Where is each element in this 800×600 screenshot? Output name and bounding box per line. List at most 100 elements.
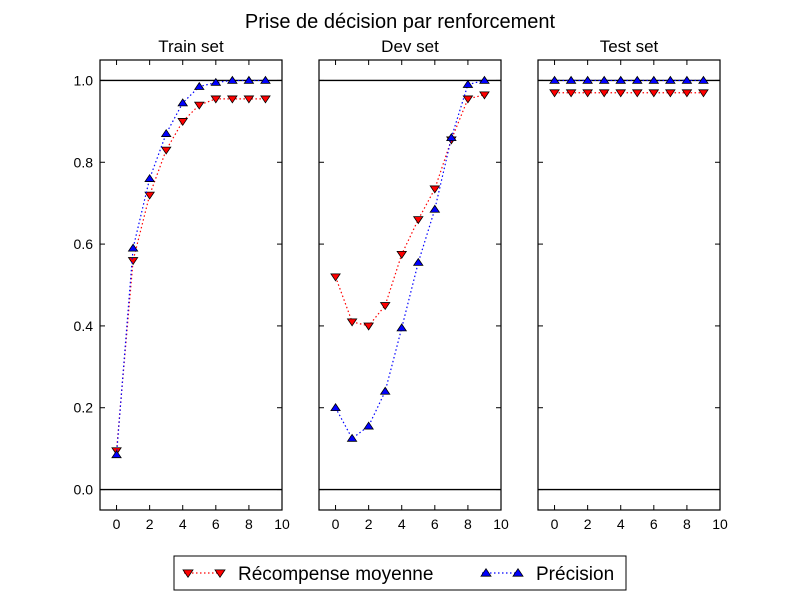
x-tick-label: 8 xyxy=(245,516,253,532)
data-point xyxy=(598,89,610,98)
panel: Train set 0 2 4 6 8 10 0.0 0.2 0.4 0.6 0.8 1.0 xyxy=(74,37,290,532)
y-tick-label: 0.2 xyxy=(74,400,94,416)
series-line xyxy=(334,94,485,327)
x-tick-label: 2 xyxy=(584,516,592,532)
data-point xyxy=(698,89,709,98)
data-point xyxy=(479,91,490,100)
x-tick-label: 8 xyxy=(464,516,472,532)
data-point xyxy=(549,75,560,84)
data-point xyxy=(144,191,155,200)
legend-label: Récompense moyenne xyxy=(238,564,433,585)
data-point xyxy=(549,89,560,98)
data-point xyxy=(160,146,172,155)
legend-marker xyxy=(182,569,194,579)
data-point xyxy=(330,403,341,412)
data-point xyxy=(127,243,139,252)
data-point xyxy=(243,75,255,84)
panel: Dev set 0 2 4 6 8 10 xyxy=(318,37,509,532)
y-tick-label: 0.4 xyxy=(74,318,94,334)
data-point xyxy=(412,257,424,266)
panel-title: Test set xyxy=(600,37,659,56)
data-point xyxy=(260,95,271,104)
data-point xyxy=(648,89,660,98)
data-point xyxy=(429,185,441,194)
data-point xyxy=(479,75,490,84)
series-line xyxy=(115,79,266,455)
y-tick-label: 0.8 xyxy=(74,154,94,170)
legend-box xyxy=(173,555,627,591)
x-tick-label: 2 xyxy=(365,516,373,532)
x-tick-label: 4 xyxy=(398,516,406,532)
data-point xyxy=(565,75,577,84)
x-tick-label: 0 xyxy=(113,516,121,532)
series-line xyxy=(335,79,485,440)
data-point xyxy=(681,75,693,84)
figure-title: Prise de décision par renforcement xyxy=(245,11,556,33)
data-point xyxy=(615,89,627,98)
data-point xyxy=(429,204,441,213)
axes-frame xyxy=(318,59,502,511)
data-point xyxy=(582,75,593,84)
axes-frame xyxy=(537,59,721,511)
data-point xyxy=(412,216,424,225)
data-point xyxy=(227,75,238,84)
data-point xyxy=(462,95,474,104)
data-point xyxy=(396,251,408,260)
data-point xyxy=(681,89,693,98)
data-point xyxy=(648,75,660,84)
y-tick-label: 0.0 xyxy=(74,482,94,498)
data-point xyxy=(631,89,643,98)
data-point xyxy=(565,89,577,98)
data-point xyxy=(665,75,676,84)
legend: Récompense moyenne Précision xyxy=(173,555,627,591)
data-point xyxy=(379,386,391,395)
data-point xyxy=(160,128,172,137)
panel: Test set 0 2 4 6 8 10 xyxy=(537,37,728,532)
x-tick-label: 8 xyxy=(683,516,691,532)
data-point xyxy=(396,323,408,332)
panel-title: Dev set xyxy=(381,37,439,56)
data-point xyxy=(446,133,457,142)
x-tick-label: 2 xyxy=(146,516,154,532)
data-point xyxy=(210,77,222,86)
data-point xyxy=(227,95,238,104)
legend-label: Précision xyxy=(536,564,614,585)
x-tick-label: 4 xyxy=(179,516,187,532)
panel-title: Train set xyxy=(158,37,224,56)
data-point xyxy=(111,450,122,459)
x-tick-label: 6 xyxy=(431,516,439,532)
x-tick-label: 10 xyxy=(712,516,728,532)
data-point xyxy=(379,302,391,311)
x-tick-label: 0 xyxy=(551,516,559,532)
data-point xyxy=(260,75,271,84)
data-point xyxy=(144,173,155,182)
data-point xyxy=(363,322,374,331)
data-point xyxy=(177,118,189,127)
x-tick-label: 10 xyxy=(493,516,509,532)
x-tick-label: 6 xyxy=(212,516,220,532)
data-point xyxy=(462,79,474,88)
data-point xyxy=(330,273,341,282)
x-tick-label: 10 xyxy=(274,516,290,532)
data-point xyxy=(346,433,358,442)
y-tick-label: 1.0 xyxy=(74,72,94,88)
data-point xyxy=(598,75,610,84)
axes-frame xyxy=(99,59,283,511)
data-point xyxy=(177,98,189,107)
x-tick-label: 4 xyxy=(617,516,625,532)
data-point xyxy=(193,81,205,90)
x-tick-label: 6 xyxy=(650,516,658,532)
panels: Train set 0 2 4 6 8 10 0.0 0.2 0.4 0.6 0.8 1.0 Dev se… xyxy=(74,37,728,532)
data-point xyxy=(698,75,709,84)
data-point xyxy=(615,75,627,84)
data-point xyxy=(582,89,593,98)
data-point xyxy=(346,318,358,327)
data-point xyxy=(665,89,676,98)
data-point xyxy=(363,421,374,430)
data-point xyxy=(631,75,643,84)
data-point xyxy=(243,95,255,104)
series-line xyxy=(115,98,266,451)
data-point xyxy=(127,257,139,266)
legend-marker xyxy=(512,567,524,577)
